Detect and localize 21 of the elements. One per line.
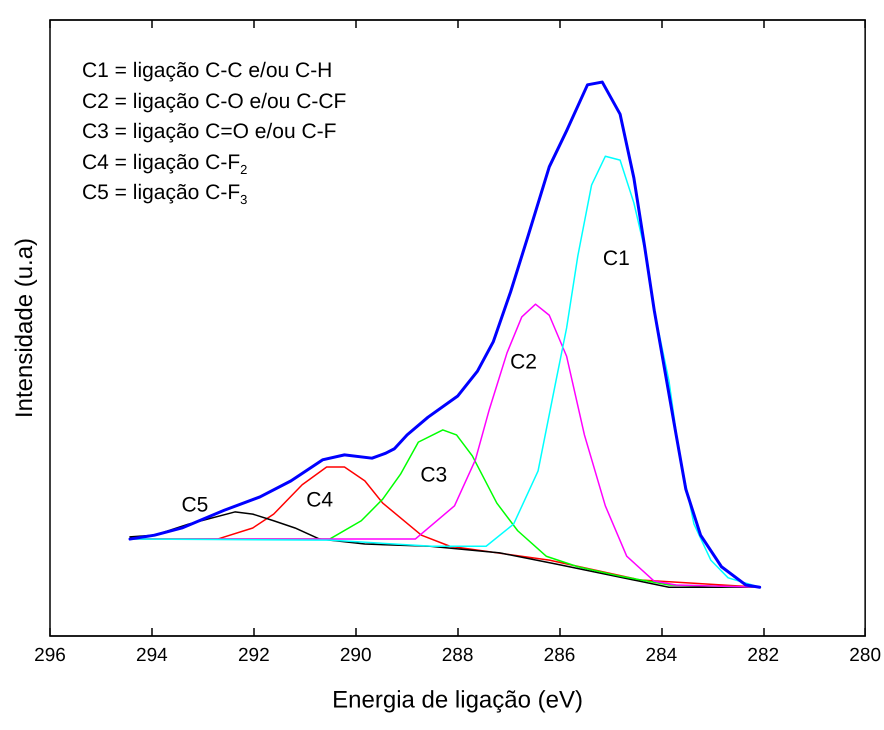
x-tick-label: 294 bbox=[136, 645, 168, 666]
series-label: C3 bbox=[420, 463, 448, 486]
series-label: C1 bbox=[602, 246, 630, 270]
x-tick-label: 296 bbox=[34, 645, 66, 666]
x-tick-label: 292 bbox=[238, 645, 270, 666]
series-label: C5 bbox=[182, 493, 208, 516]
y-axis-title: Intensidade (u.a) bbox=[11, 238, 39, 418]
series-label: C4 bbox=[306, 488, 334, 512]
x-tick-label: 288 bbox=[442, 645, 474, 666]
x-tick-label: 280 bbox=[849, 645, 881, 666]
annotation: C2 = ligação C-O e/ou C-CF bbox=[82, 88, 346, 114]
text: C1 = ligação C-C e/ou C-H bbox=[82, 58, 334, 84]
series-label: C2 bbox=[510, 350, 537, 374]
annotation: C5 = ligação C-F$_{3}$ bbox=[82, 180, 248, 208]
x-tick-label: 286 bbox=[544, 645, 576, 666]
annotation: C4 = ligação C-F$_{2}$ bbox=[82, 150, 248, 178]
annotation: C3 = ligação C=O e/ou C-F bbox=[82, 119, 338, 145]
x-tick-label: 282 bbox=[747, 645, 780, 666]
x-axis-title: Energia de ligação (eV) bbox=[332, 686, 583, 714]
x-tick-label: 290 bbox=[340, 645, 372, 666]
x-tick-label: 284 bbox=[646, 645, 678, 666]
